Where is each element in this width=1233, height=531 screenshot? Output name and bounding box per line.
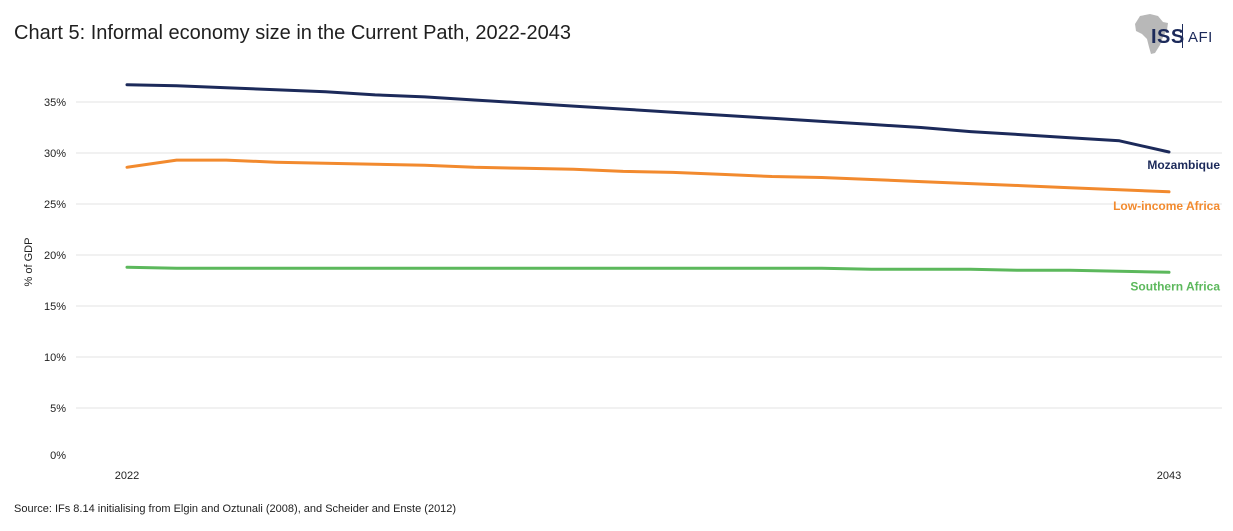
series-line-southern-africa [125, 265, 1171, 274]
y-tick-label: 15% [44, 301, 66, 313]
logo-iss-text: ISS [1151, 26, 1185, 48]
chart-title: Chart 5: Informal economy size in the Cu… [14, 22, 571, 44]
y-axis-ticks: 0% 5% 10% 15% 20% 25% 30% 35% [44, 97, 66, 462]
y-axis-label: % of GDP [23, 238, 35, 287]
logo: ISS AFI [1128, 10, 1220, 58]
series-label: Southern Africa [1130, 279, 1220, 293]
series-label: Low-income Africa [1113, 199, 1220, 213]
series-lines [125, 83, 1171, 274]
logo-afi-text: AFI [1188, 29, 1213, 46]
line-chart: 0% 5% 10% 15% 20% 25% 30% 35% 2022 2043 % of GDP… [23, 83, 1222, 482]
series-label: Mozambique [1147, 158, 1220, 172]
source-note: Source: IFs 8.14 initialising from Elgin… [14, 503, 457, 515]
y-tick-label: 25% [44, 199, 66, 211]
gridlines [76, 101, 1222, 409]
series-line-mozambique [125, 83, 1171, 154]
x-axis-ticks: 2022 2043 [115, 470, 1181, 482]
y-tick-label: 10% [44, 352, 66, 364]
y-tick-label: 35% [44, 97, 66, 109]
series-line-low-income-africa [125, 158, 1171, 194]
x-tick-label: 2022 [115, 470, 139, 482]
y-tick-label: 0% [50, 450, 66, 462]
series-labels: Mozambique Low-income Africa Southern Afri… [1113, 158, 1220, 293]
x-tick-label: 2043 [1157, 470, 1181, 482]
y-tick-label: 20% [44, 250, 66, 262]
y-tick-label: 30% [44, 148, 66, 160]
logo-separator [1182, 24, 1183, 48]
y-tick-label: 5% [50, 403, 66, 415]
africa-map-icon [1135, 14, 1168, 54]
